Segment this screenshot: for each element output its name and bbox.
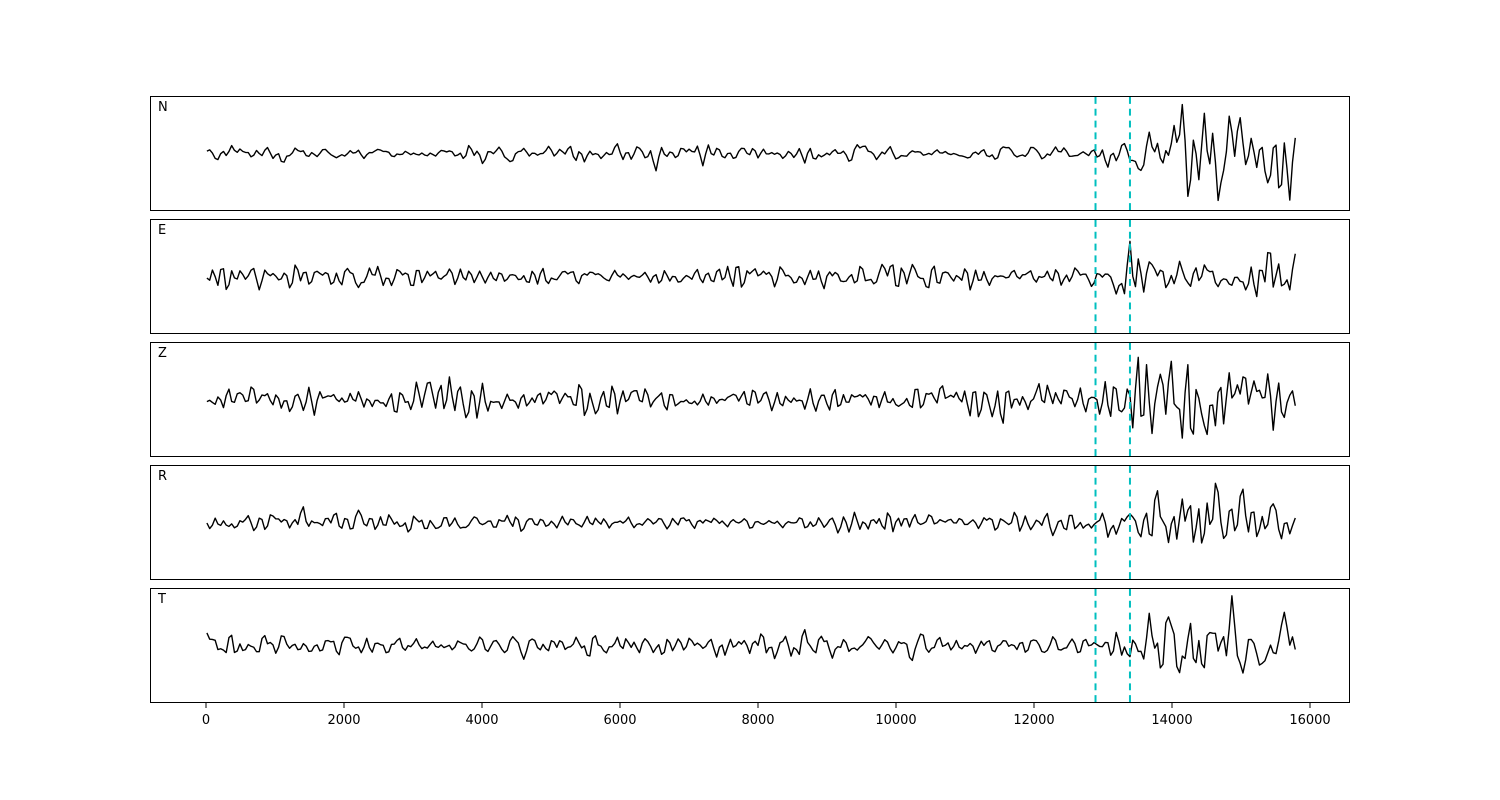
x-axis-tick-label: 10000 — [875, 713, 917, 728]
waveform-svg — [206, 589, 1296, 702]
waveform-svg — [206, 466, 1296, 579]
x-axis-tick-label: 14000 — [1151, 713, 1193, 728]
waveform-panel-E: E — [150, 219, 1350, 334]
waveform-svg — [206, 343, 1296, 456]
waveform-panel-R: R — [150, 465, 1350, 580]
waveform-trace — [206, 482, 1296, 544]
waveform-trace — [206, 356, 1296, 439]
panel-label: R — [158, 469, 168, 484]
waveform-trace — [206, 240, 1296, 298]
x-axis-tick-label: 16000 — [1289, 713, 1331, 728]
waveform-trace — [206, 103, 1296, 202]
x-axis-tick-label: 4000 — [465, 713, 499, 728]
x-axis-tick-label: 12000 — [1013, 713, 1055, 728]
waveform-svg — [206, 97, 1296, 210]
x-axis-tick-label: 6000 — [603, 713, 637, 728]
waveform-panel-T: T — [150, 588, 1350, 703]
panel-label: Z — [158, 346, 167, 361]
waveform-panel-N: N — [150, 96, 1350, 211]
x-axis-tick-label: 2000 — [327, 713, 361, 728]
waveform-panel-Z: Z — [150, 342, 1350, 457]
x-axis-tick-label: 0 — [201, 713, 211, 728]
waveform-svg — [206, 220, 1296, 333]
panel-label: T — [158, 592, 166, 607]
panel-label: E — [158, 223, 167, 238]
x-axis-tick-label: 8000 — [741, 713, 775, 728]
waveform-trace — [206, 595, 1296, 674]
x-axis-ticks — [205, 703, 1311, 708]
panel-label: N — [158, 100, 168, 115]
